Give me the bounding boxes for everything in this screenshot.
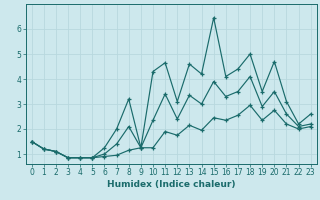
- X-axis label: Humidex (Indice chaleur): Humidex (Indice chaleur): [107, 180, 236, 189]
